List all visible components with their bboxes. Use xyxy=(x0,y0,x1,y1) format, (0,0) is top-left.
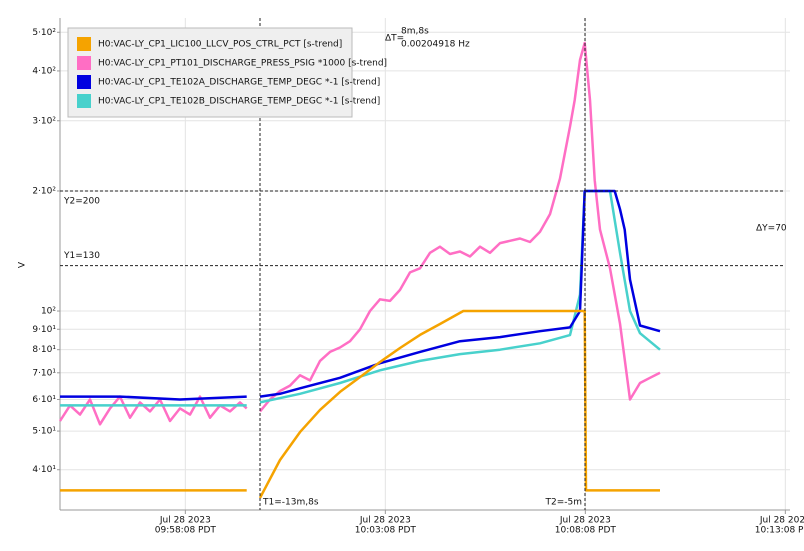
legend-label: H0:VAC-LY_CP1_LIC100_LLCV_POS_CTRL_PCT [… xyxy=(98,40,342,50)
y-tick-label: 5·10¹ xyxy=(32,427,56,437)
x-tick-label: 10:08:08 PDT xyxy=(555,526,617,536)
cursor-t2-label: T2=-5m xyxy=(544,498,582,508)
y-tick-label: 9·10¹ xyxy=(32,325,56,335)
y-tick-label: 7·10¹ xyxy=(32,368,56,378)
y-tick-label: 2·10² xyxy=(32,186,56,196)
delta-y-label: ΔY=70 xyxy=(756,224,787,234)
cursor-t1-label: T1=-13m,8s xyxy=(262,498,319,508)
x-tick-label: Jul 28 2023 xyxy=(359,516,411,526)
x-tick-label: Jul 28 2023 xyxy=(559,516,611,526)
delta-t-value: 8m,8s xyxy=(401,27,429,37)
legend-swatch xyxy=(77,56,91,70)
x-tick-label: Jul 28 2023 xyxy=(159,516,211,526)
y-tick-label: 4·10¹ xyxy=(32,465,56,475)
delta-t-label: ΔT= xyxy=(385,34,404,44)
cursor-y2-label: Y2=200 xyxy=(63,196,100,206)
x-tick-label: 09:58:08 PDT xyxy=(155,526,217,536)
legend-box xyxy=(67,27,353,118)
series-line xyxy=(60,309,660,499)
y-tick-label: 8·10¹ xyxy=(32,345,56,355)
y-tick-label: 6·10¹ xyxy=(32,395,56,405)
legend-swatch xyxy=(77,37,91,51)
legend-swatch xyxy=(77,94,91,108)
y-tick-label: 4·10² xyxy=(32,66,56,76)
series-line xyxy=(60,189,661,401)
legend-swatch xyxy=(77,75,91,89)
legend-label: H0:VAC-LY_CP1_TE102B_DISCHARGE_TEMP_DEGC… xyxy=(98,97,380,107)
legend: H0:VAC-LY_CP1_LIC100_LLCV_POS_CTRL_PCT [… xyxy=(67,27,387,118)
x-tick-label: 10:03:08 PDT xyxy=(355,526,417,536)
legend-label: H0:VAC-LY_CP1_PT101_DISCHARGE_PRESS_PSIG… xyxy=(98,59,387,69)
delta-t-freq: 0.00204918 Hz xyxy=(401,40,470,50)
y-tick-label: 3·10² xyxy=(32,116,56,126)
y-axis-label: V xyxy=(18,261,28,268)
x-tick-label: Jul 28 2023 xyxy=(759,516,804,526)
y-tick-label: 10² xyxy=(41,307,56,317)
y-tick-label: 5·10² xyxy=(32,28,56,38)
cursor-y1-label: Y1=130 xyxy=(63,251,100,261)
x-tick-label: 10:13:08 PDT xyxy=(755,526,804,536)
legend-label: H0:VAC-LY_CP1_TE102A_DISCHARGE_TEMP_DEGC… xyxy=(98,78,380,88)
